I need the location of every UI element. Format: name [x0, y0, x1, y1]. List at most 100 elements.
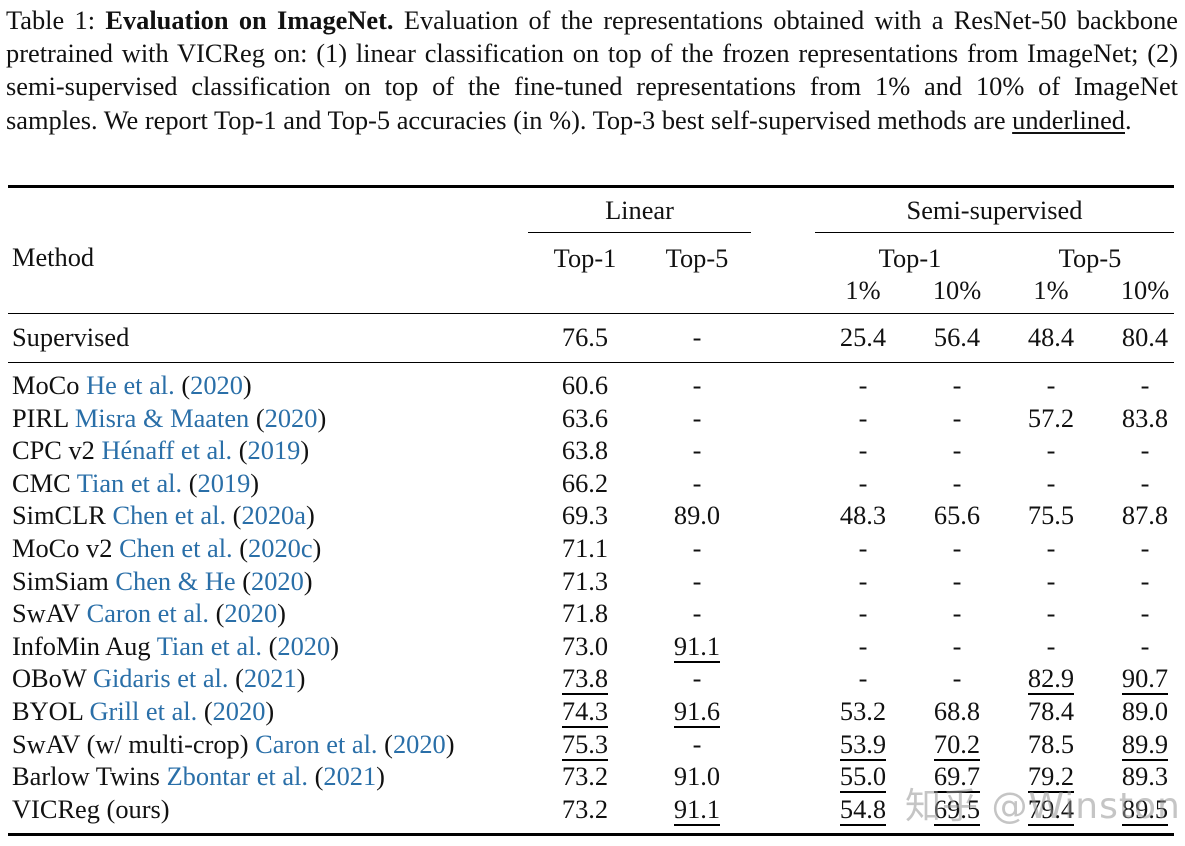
value-text: 69.3: [561, 500, 609, 530]
value-text: -: [858, 631, 868, 661]
value-semi-top1-1pct: -: [818, 403, 908, 433]
citation-paren-close: ): [330, 631, 339, 661]
citation-year-link[interactable]: 2020: [264, 403, 318, 433]
method-cell: MoCo He et al. (2020): [12, 370, 252, 400]
value-semi-top1-1pct: -: [818, 566, 908, 596]
method-name: SwAV (w/ multi-crop): [12, 729, 249, 759]
value-text: 48.3: [839, 500, 887, 530]
supervised-semi-top5-10pct: 80.4: [1121, 322, 1169, 352]
citation-year-link[interactable]: 2020: [224, 598, 278, 628]
value-semi-top5-10pct: -: [1100, 533, 1185, 563]
value-semi-top1-10pct: -: [912, 403, 1002, 433]
value-text: -: [952, 435, 962, 465]
value-text: -: [1046, 435, 1056, 465]
value-text: 90.7: [1121, 663, 1169, 695]
citation-year-link[interactable]: 2020: [212, 696, 266, 726]
value-text: 78.4: [1027, 696, 1075, 726]
header-semi-top5: Top-5: [1058, 243, 1122, 273]
value-text: -: [952, 663, 962, 693]
value-text: 69.5: [933, 794, 981, 826]
value-text: 53.2: [839, 696, 887, 726]
citation-link[interactable]: Tian et al.: [156, 631, 263, 661]
citation-year-link[interactable]: 2020a: [241, 500, 306, 530]
citation-year-link[interactable]: 2019: [247, 435, 301, 465]
method-name: OBoW: [12, 663, 87, 693]
value-text: 79.2: [1027, 761, 1075, 793]
method-cell: BYOL Grill et al. (2020): [12, 696, 274, 726]
value-text: -: [858, 435, 868, 465]
citation-link[interactable]: Caron et al.: [86, 598, 209, 628]
method-cell: PIRL Misra & Maaten (2020): [12, 403, 326, 433]
value-text: 89.0: [673, 500, 721, 530]
value-semi-top1-1pct: -: [818, 663, 908, 693]
citation-link[interactable]: Gidaris et al.: [92, 663, 229, 693]
value-semi-top5-1pct: 57.2: [1006, 403, 1096, 433]
value-text: 78.5: [1027, 729, 1075, 759]
value-text: 68.8: [933, 696, 981, 726]
citation-link[interactable]: Grill et al.: [89, 696, 198, 726]
citation-year-link[interactable]: 2020: [277, 631, 331, 661]
value-semi-top5-10pct: 90.7: [1100, 663, 1185, 695]
value-text: 87.8: [1121, 500, 1169, 530]
header-semi-supervised: Semi-supervised: [906, 195, 1083, 225]
value-semi-top5-1pct: -: [1006, 631, 1096, 661]
value-semi-top1-1pct: -: [818, 631, 908, 661]
value-semi-top1-10pct: 69.5: [912, 794, 1002, 826]
supervised-semi-top5-1pct: 48.4: [1027, 322, 1075, 352]
citation-year-link[interactable]: 2021: [243, 663, 297, 693]
citation-link[interactable]: Zbontar et al.: [166, 761, 308, 791]
citation-paren-close: ): [265, 696, 275, 726]
value-text: -: [858, 663, 868, 693]
citation-year-link[interactable]: 2019: [197, 468, 251, 498]
supervised-midrule: [8, 362, 1174, 363]
value-text: 73.0: [561, 631, 609, 661]
value-semi-top5-10pct: 89.9: [1100, 729, 1185, 761]
supervised-linear-top1: 76.5: [561, 322, 609, 352]
value-semi-top1-1pct: 53.2: [818, 696, 908, 726]
header-semi-top5-1pct: 1%: [1033, 275, 1069, 305]
citation-paren-close: ): [305, 500, 315, 530]
supervised-linear-top5: -: [692, 322, 702, 352]
citation-year-link[interactable]: 2020c: [248, 533, 313, 563]
value-linear-top5: -: [652, 403, 742, 433]
value-semi-top1-10pct: -: [912, 533, 1002, 563]
value-text: 91.1: [673, 794, 721, 826]
value-text: 63.8: [561, 435, 609, 465]
citation-link[interactable]: Tian et al.: [76, 468, 183, 498]
value-text: -: [858, 370, 868, 400]
citation-paren-close: ): [300, 435, 310, 465]
citation-year-link[interactable]: 2021: [323, 761, 377, 791]
value-linear-top1: 73.2: [540, 761, 630, 791]
citation-link[interactable]: He et al.: [86, 370, 175, 400]
value-text: -: [952, 598, 962, 628]
value-semi-top5-1pct: 78.5: [1006, 729, 1096, 759]
value-text: -: [1140, 370, 1150, 400]
value-text: -: [692, 403, 702, 433]
table-caption: Table 1: Evaluation on ImageNet. Evaluat…: [6, 4, 1178, 137]
supervised-semi-top1-10pct: 56.4: [933, 322, 981, 352]
citation-link[interactable]: Chen & He: [115, 566, 236, 596]
value-text: 91.1: [673, 631, 721, 663]
value-text: 66.2: [561, 468, 609, 498]
citation-link[interactable]: Chen et al.: [112, 500, 227, 530]
citation-link[interactable]: Chen et al.: [119, 533, 233, 563]
header-method: Method: [12, 242, 95, 272]
value-text: 89.9: [1121, 729, 1169, 761]
citation-year-link[interactable]: 2020: [190, 370, 243, 400]
value-text: 89.0: [1121, 696, 1169, 726]
citation-link[interactable]: Caron et al.: [255, 729, 378, 759]
citation-paren-open: (: [228, 663, 244, 693]
citation-year-link[interactable]: 2020: [251, 566, 304, 596]
value-text: -: [858, 533, 868, 563]
value-text: -: [692, 533, 702, 563]
value-semi-top5-1pct: -: [1006, 370, 1096, 400]
citation-link[interactable]: Hénaff et al.: [101, 435, 233, 465]
value-semi-top1-10pct: -: [912, 370, 1002, 400]
value-semi-top5-10pct: -: [1100, 370, 1185, 400]
value-semi-top5-1pct: -: [1006, 598, 1096, 628]
value-text: 60.6: [561, 370, 609, 400]
value-semi-top1-1pct: -: [818, 533, 908, 563]
citation-paren-open: (: [232, 533, 249, 563]
citation-link[interactable]: Misra & Maaten: [74, 403, 250, 433]
citation-year-link[interactable]: 2020: [392, 729, 446, 759]
